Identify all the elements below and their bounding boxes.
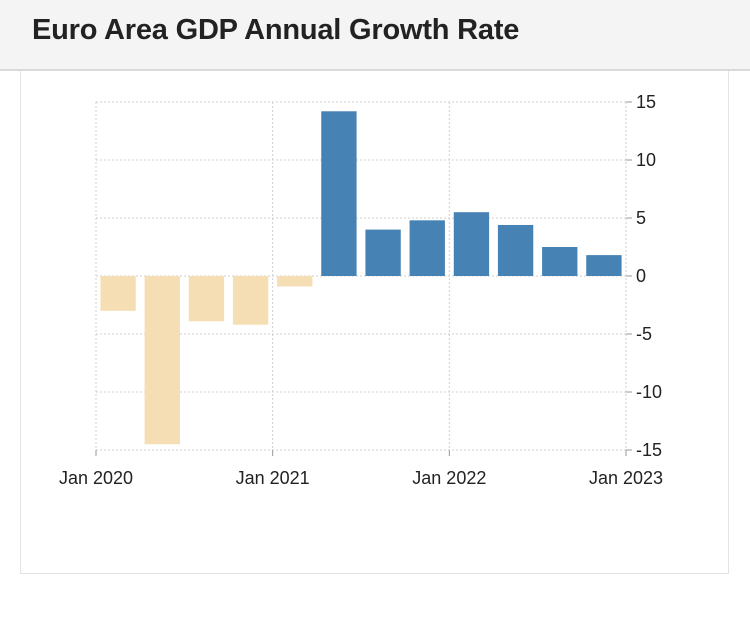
x-tick-label: Jan 2020 <box>59 468 133 488</box>
bar-2022-Q3[interactable] <box>542 247 578 276</box>
bar-2022-Q4[interactable] <box>586 255 622 276</box>
y-tick-label: -5 <box>636 324 652 344</box>
page-title: Euro Area GDP Annual Growth Rate <box>32 14 520 46</box>
bar-2022-Q1[interactable] <box>453 212 490 276</box>
y-tick-label: -10 <box>636 382 662 402</box>
bar-2020-Q2[interactable] <box>144 276 180 445</box>
gdp-growth-chart: 15 10 5 0 -5 -10 -15 Jan 2020 Jan 2021 Jan 2022 Ja… <box>59 92 663 488</box>
bar-2022-Q2[interactable] <box>497 224 534 276</box>
bar-2020-Q4[interactable] <box>232 276 269 325</box>
header-bar: Euro Area GDP Annual Growth Rate <box>0 0 750 71</box>
y-tick-label: 5 <box>636 208 646 228</box>
y-tick-label: -15 <box>636 440 662 460</box>
y-tick-label: 10 <box>636 150 656 170</box>
bar-2021-Q3[interactable] <box>365 229 401 276</box>
bar-2021-Q4[interactable] <box>409 220 445 276</box>
y-tick-label: 0 <box>636 266 646 286</box>
bar-2021-Q2[interactable] <box>321 111 357 276</box>
x-tick-label: Jan 2021 <box>236 468 310 488</box>
x-tick-label: Jan 2023 <box>589 468 663 488</box>
bar-2020-Q1[interactable] <box>100 276 136 311</box>
bar-2020-Q3[interactable] <box>188 276 225 322</box>
chart-card: 15 10 5 0 -5 -10 -15 Jan 2020 Jan 2021 Jan 2022 Ja… <box>20 71 729 574</box>
x-tick-label: Jan 2022 <box>412 468 486 488</box>
y-tick-label: 15 <box>636 92 656 112</box>
bar-2021-Q1[interactable] <box>277 276 313 287</box>
